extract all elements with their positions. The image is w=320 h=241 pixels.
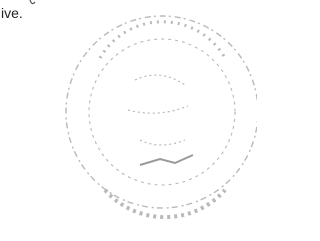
page: {"document": {"text_fragment": "ive."}} … <box>0 0 257 241</box>
partial-glyph <box>30 0 35 4</box>
seal-inner-ring <box>89 39 235 185</box>
seal <box>66 16 257 217</box>
seal-emblem-base <box>140 155 193 165</box>
seal-lower-lettering <box>105 190 225 217</box>
document-scan: ive. <box>0 0 257 241</box>
seal-emblem <box>128 75 188 145</box>
seal-outer-ring <box>66 16 257 208</box>
text-fragment: ive. <box>1 5 23 21</box>
